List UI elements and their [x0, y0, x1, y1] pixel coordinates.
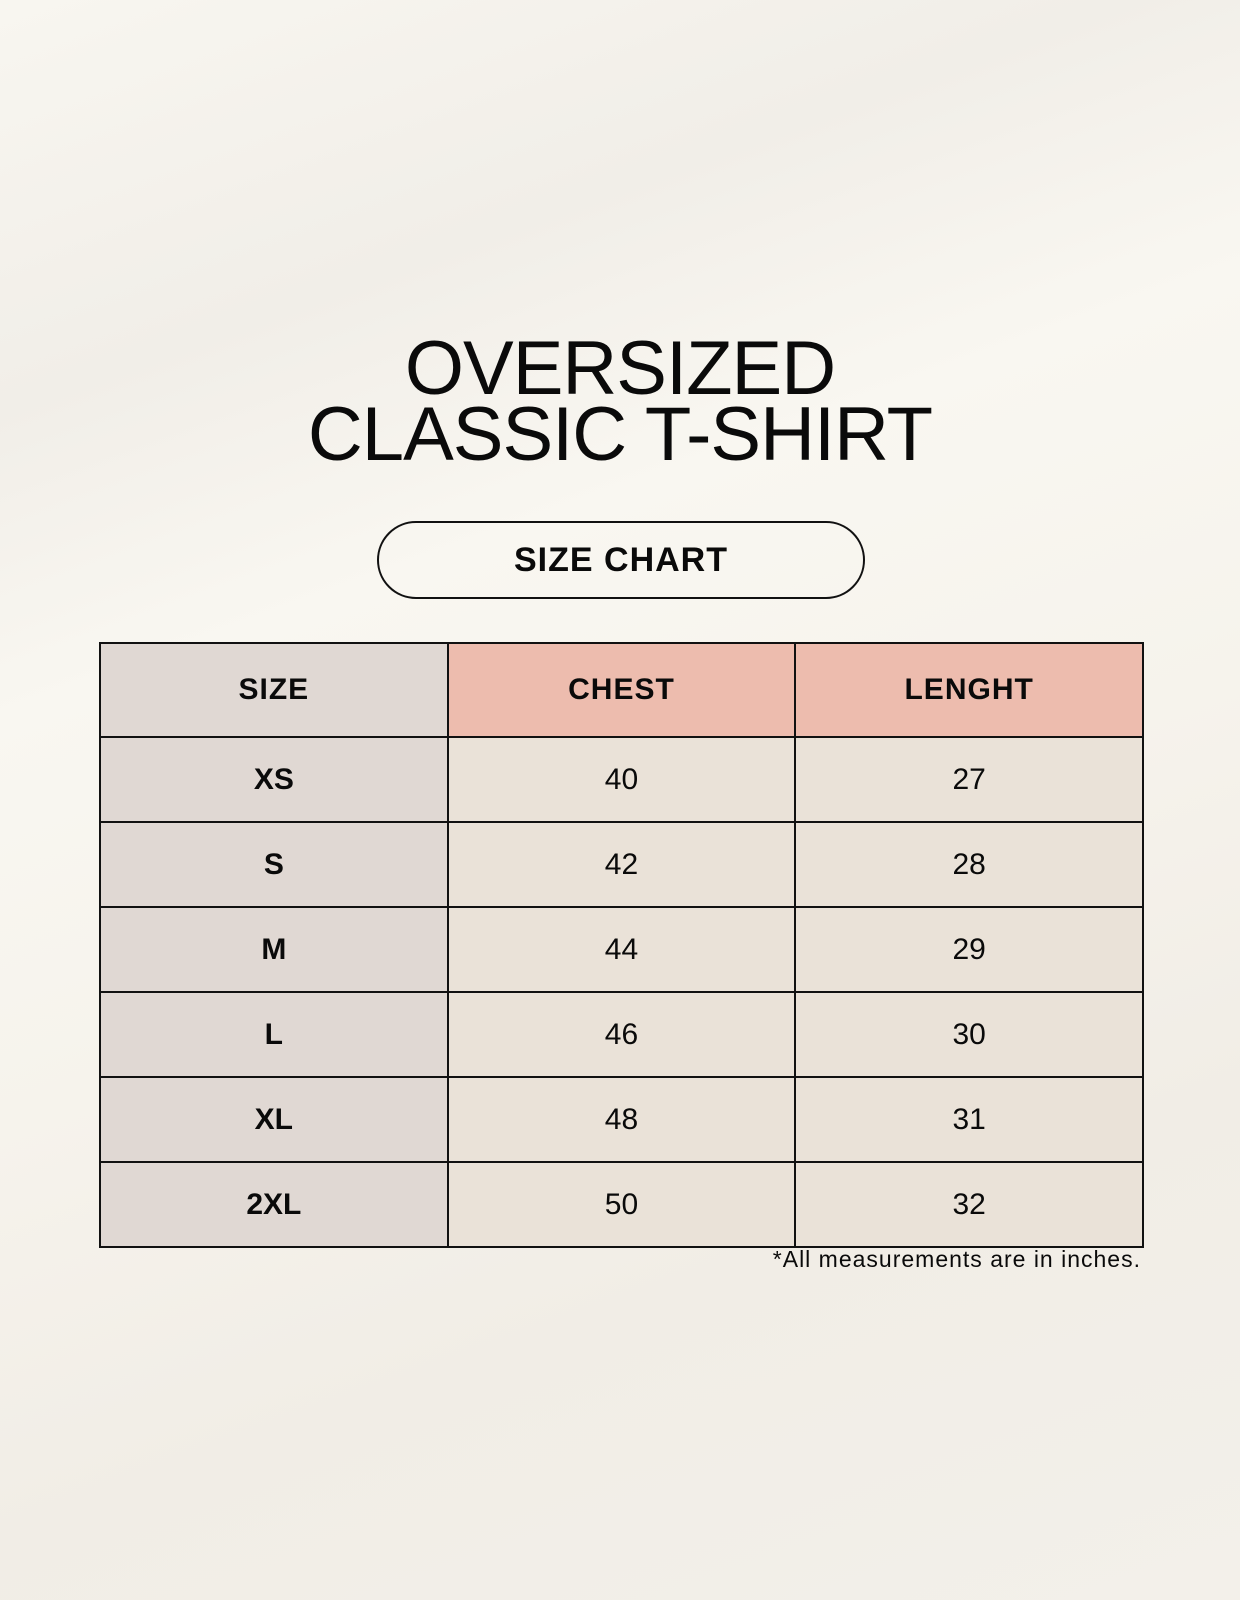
- cell-length: 29: [794, 906, 1144, 993]
- cell-size: L: [99, 991, 449, 1078]
- cell-size: 2XL: [99, 1161, 449, 1248]
- cell-size: S: [99, 821, 449, 908]
- table-row: XL 48 31: [99, 1076, 1144, 1163]
- cell-size: XL: [99, 1076, 449, 1163]
- cell-chest: 44: [446, 906, 797, 993]
- cell-length: 31: [794, 1076, 1144, 1163]
- header-size: SIZE: [99, 642, 449, 738]
- table-row: M 44 29: [99, 906, 1144, 993]
- header-chest: CHEST: [446, 642, 797, 738]
- cell-chest: 46: [446, 991, 797, 1078]
- cell-chest: 48: [446, 1076, 797, 1163]
- title-line-1: OVERSIZED: [404, 326, 836, 411]
- table-header-row: SIZE CHEST LENGHT: [99, 642, 1144, 738]
- title-line-2: CLASSIC T-SHIRT: [307, 392, 933, 477]
- cell-size: M: [99, 906, 449, 993]
- cell-length: 32: [794, 1161, 1144, 1248]
- page-title: OVERSIZED CLASSIC T-SHIRT: [0, 326, 1240, 477]
- size-table: SIZE CHEST LENGHT XS 40 27 S 42 28 M 44 29 L 46 30 X…: [99, 642, 1144, 1248]
- cell-length: 28: [794, 821, 1144, 908]
- table-row: L 46 30: [99, 991, 1144, 1078]
- table-row: XS 40 27: [99, 736, 1144, 823]
- cell-chest: 40: [446, 736, 797, 823]
- size-chart-label: SIZE CHART: [377, 521, 865, 599]
- cell-length: 30: [794, 991, 1144, 1078]
- cell-chest: 42: [446, 821, 797, 908]
- cell-length: 27: [794, 736, 1144, 823]
- cell-chest: 50: [446, 1161, 797, 1248]
- footnote: *All measurements are in inches.: [772, 1246, 1141, 1272]
- table-row: S 42 28: [99, 821, 1144, 908]
- header-length: LENGHT: [794, 642, 1144, 738]
- table-row: 2XL 50 32: [99, 1161, 1144, 1248]
- cell-size: XS: [99, 736, 449, 823]
